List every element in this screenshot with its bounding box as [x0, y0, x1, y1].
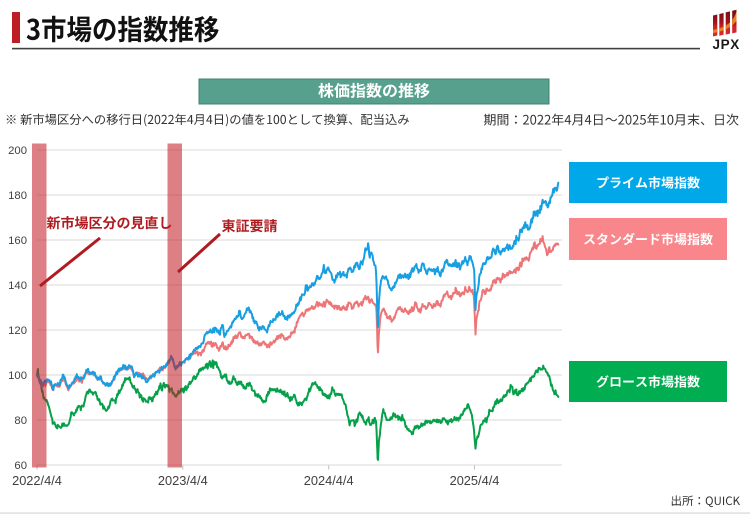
svg-text:140: 140: [8, 280, 27, 292]
svg-text:160: 160: [8, 235, 27, 247]
svg-text:2025/4/4: 2025/4/4: [450, 473, 500, 488]
svg-text:2022/4/4: 2022/4/4: [12, 473, 62, 488]
svg-text:2023/4/4: 2023/4/4: [158, 473, 208, 488]
svg-text:120: 120: [8, 325, 27, 337]
svg-text:60: 60: [14, 460, 27, 472]
svg-text:200: 200: [8, 145, 27, 157]
svg-text:2024/4/4: 2024/4/4: [304, 473, 354, 488]
svg-text:80: 80: [14, 415, 27, 427]
svg-text:JPX: JPX: [713, 37, 740, 52]
svg-text:100: 100: [8, 370, 27, 382]
svg-text:180: 180: [8, 190, 27, 202]
